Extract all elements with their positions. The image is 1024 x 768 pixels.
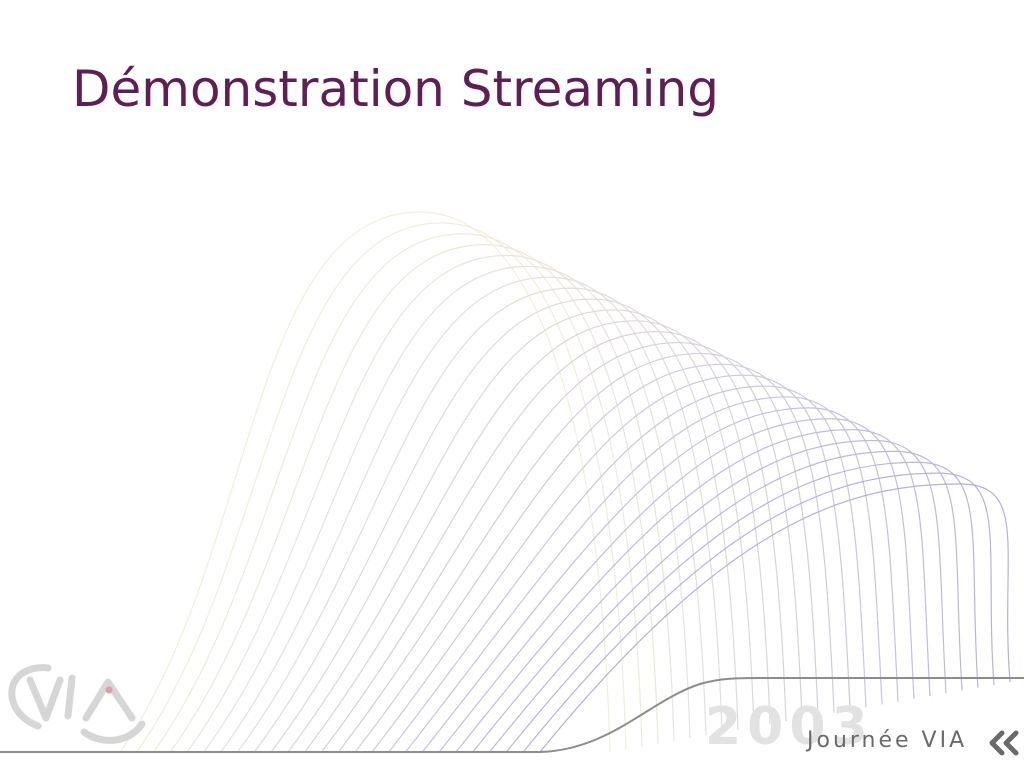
via-logo — [8, 664, 146, 744]
footer-swoosh-line — [0, 677, 1024, 753]
wave-line — [237, 287, 723, 753]
footer-year: 2003 — [705, 697, 874, 757]
wave-line — [472, 439, 947, 753]
wave-line — [287, 320, 771, 753]
wave-line — [304, 331, 787, 753]
wave-line — [371, 374, 851, 753]
wave-line — [169, 244, 659, 753]
wave-line — [270, 309, 755, 753]
wave-line — [203, 265, 691, 753]
slide-title: Démonstration Streaming — [72, 60, 719, 118]
footer-event-name: Journée VIA — [807, 728, 968, 753]
wave-line — [522, 472, 995, 753]
wave-line — [438, 418, 915, 753]
wave-line — [321, 341, 803, 753]
wave-line — [253, 298, 739, 753]
wave-line — [354, 363, 835, 753]
wave-line — [489, 450, 963, 753]
wave-line — [405, 396, 883, 753]
wave-line — [539, 483, 1011, 753]
wave-line — [337, 352, 819, 753]
wave-line — [421, 407, 899, 753]
wave-line — [220, 276, 707, 753]
wave-line — [119, 211, 611, 753]
wave-line — [455, 428, 931, 753]
wave-line — [388, 385, 867, 753]
wave-line — [505, 461, 979, 753]
wave-line — [186, 254, 675, 753]
double-chevron-left-icon — [989, 730, 1019, 756]
wave-line — [136, 222, 627, 753]
wave-line — [153, 233, 643, 753]
